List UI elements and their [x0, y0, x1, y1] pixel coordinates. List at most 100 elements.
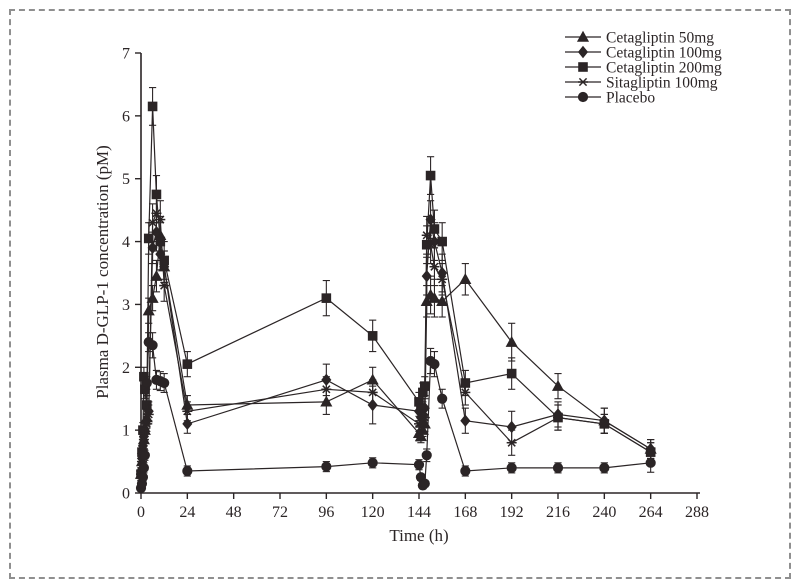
- asterisk-marker: [139, 429, 150, 438]
- legend-label: Cetagliptin 50mg: [606, 30, 714, 47]
- y-tick-label: 4: [122, 234, 130, 251]
- series-placebo: [135, 332, 656, 494]
- asterisk-marker: [460, 388, 471, 397]
- circle-marker: [367, 457, 378, 468]
- square-marker: [159, 255, 169, 266]
- x-tick-label: 264: [639, 504, 663, 521]
- square-marker: [416, 403, 426, 413]
- series-line: [140, 106, 652, 475]
- square-marker: [578, 62, 588, 72]
- legend-item-cetagliptin-100mg: Cetagliptin 100mg: [565, 45, 722, 62]
- circle-marker: [437, 393, 448, 404]
- circle-marker: [159, 377, 170, 389]
- circle-marker: [429, 359, 440, 370]
- circle-marker: [419, 478, 430, 489]
- y-axis: 0 1 2 3 4 5 6 7: [122, 46, 141, 503]
- square-marker: [182, 359, 193, 369]
- asterisk-marker: [141, 419, 152, 428]
- y-tick-label: 2: [122, 360, 130, 377]
- x-tick-label: 288: [685, 504, 709, 521]
- circle-marker: [141, 377, 152, 389]
- legend-item-cetagliptin-200mg: Cetagliptin 200mg: [565, 60, 722, 77]
- circle-marker: [138, 462, 149, 473]
- diamond-marker: [577, 45, 589, 59]
- triangle-marker: [576, 30, 590, 42]
- square-marker: [437, 236, 447, 247]
- x-tick-label: 240: [592, 504, 616, 521]
- series-line: [140, 235, 652, 475]
- legend-label: Placebo: [606, 90, 655, 107]
- legend-item-placebo: Placebo: [565, 90, 655, 107]
- triangle-marker: [414, 430, 427, 442]
- series-line: [140, 219, 652, 472]
- y-tick-label: 5: [122, 171, 130, 188]
- triangle-marker: [146, 291, 159, 303]
- square-marker: [321, 293, 332, 303]
- asterisk-marker: [138, 435, 149, 444]
- triangle-marker: [505, 335, 518, 347]
- series-cetagliptin-100mg: [135, 200, 656, 478]
- triangle-marker: [428, 291, 441, 303]
- asterisk-marker: [429, 262, 440, 271]
- x-tick-label: 0: [137, 504, 145, 521]
- circle-marker: [506, 462, 517, 473]
- circle-marker: [645, 457, 656, 468]
- asterisk-marker: [599, 419, 610, 428]
- asterisk-marker: [421, 231, 432, 240]
- square-marker: [367, 331, 378, 341]
- asterisk-marker: [437, 275, 448, 284]
- square-marker: [147, 101, 158, 112]
- circle-marker: [552, 462, 564, 473]
- square-marker: [425, 170, 436, 181]
- x-axis-title: Time (h): [389, 526, 449, 545]
- asterisk-marker: [417, 419, 428, 428]
- circle-marker: [599, 462, 610, 473]
- y-tick-label: 1: [122, 423, 130, 440]
- y-tick-label: 6: [122, 108, 130, 125]
- circle-marker: [147, 340, 158, 351]
- triangle-marker: [551, 379, 565, 391]
- legend-label: Cetagliptin 100mg: [606, 45, 722, 62]
- x-tick-label: 144: [407, 504, 431, 521]
- legend-label: Cetagliptin 200mg: [606, 60, 722, 77]
- circle-marker: [577, 91, 589, 103]
- x-tick-label: 216: [546, 504, 570, 521]
- circle-marker: [413, 459, 425, 470]
- asterisk-marker: [645, 448, 656, 457]
- x-tick-label: 192: [500, 504, 524, 521]
- asterisk-marker: [553, 413, 563, 422]
- asterisk-marker: [506, 438, 517, 447]
- asterisk-marker: [147, 218, 158, 227]
- y-tick-label: 3: [122, 297, 130, 314]
- triangle-marker: [459, 273, 472, 284]
- square-marker: [506, 368, 517, 379]
- x-tick-label: 120: [361, 504, 385, 521]
- legend-item-sitagliptin-100mg: Sitagliptin 100mg: [565, 75, 718, 92]
- asterisk-marker: [425, 240, 436, 249]
- series-cetagliptin-200mg: [136, 87, 656, 481]
- circle-marker: [421, 450, 432, 461]
- x-tick-label: 96: [318, 504, 334, 521]
- circle-marker: [139, 450, 150, 461]
- triangle-marker: [436, 295, 449, 306]
- x-tick-label: 24: [179, 504, 195, 521]
- y-axis-title: Plasma D-GLP-1 concentration (pM): [93, 145, 112, 399]
- series-cetagliptin-50mg: [134, 215, 657, 481]
- x-tick-label: 72: [272, 504, 288, 521]
- x-tick-label: 168: [453, 504, 477, 521]
- circle-marker: [137, 472, 149, 483]
- x-tick-label: 48: [226, 504, 242, 521]
- asterisk-marker: [321, 385, 332, 394]
- asterisk-marker: [159, 281, 170, 290]
- circle-marker: [321, 461, 332, 472]
- series-line: [140, 211, 652, 475]
- asterisk-marker: [182, 407, 193, 416]
- asterisk-marker: [155, 215, 166, 224]
- diamond-marker: [460, 414, 471, 427]
- y-tick-label: 0: [122, 486, 130, 503]
- asterisk-marker: [367, 388, 378, 397]
- circle-marker: [182, 465, 193, 477]
- legend-item-cetagliptin-50mg: Cetagliptin 50mg: [565, 30, 714, 47]
